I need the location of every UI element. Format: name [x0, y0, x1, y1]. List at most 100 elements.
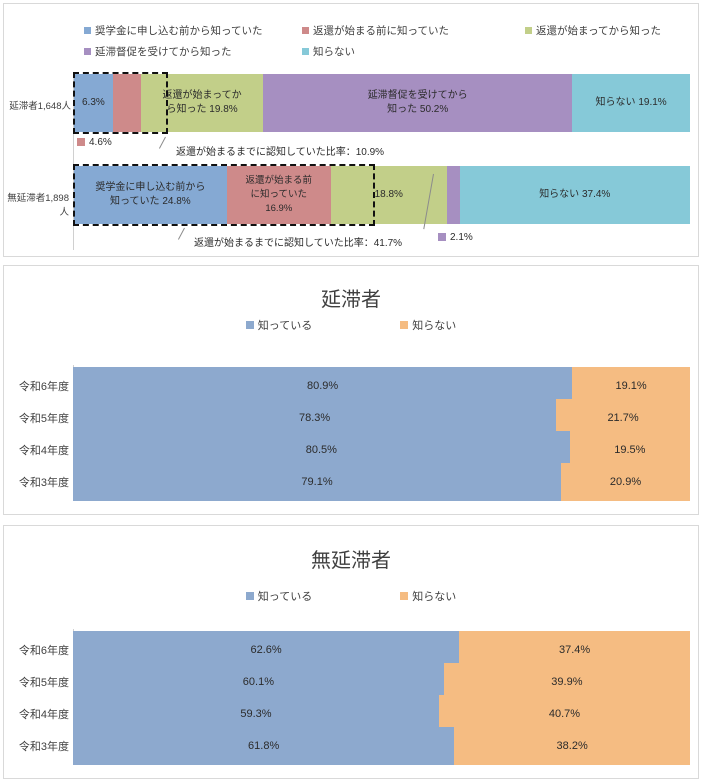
bar-segment-unknown[interactable]: 20.9% [561, 463, 690, 501]
legend-row-2: 延滞督促を受けてから知った 知らない [84, 44, 694, 65]
legend-swatch-orange [400, 592, 409, 600]
bar-segment-known[interactable]: 80.9% [73, 367, 573, 405]
chart-title-muenntai: 無延滞者 [311, 550, 391, 572]
legend-item-unknown[interactable]: 知らない [400, 588, 456, 604]
bar-segment-known[interactable]: 80.5% [73, 431, 570, 469]
legend-item-known[interactable]: 知っている [245, 588, 313, 604]
callout-ratio-enntai: 返還が始まるまでに認知していた比率：10.9% [176, 147, 385, 158]
bar-segment-known[interactable]: 61.8% [73, 727, 455, 765]
legend-label: 知らない [313, 46, 355, 58]
legend-label: 返還が始まってから知った [536, 25, 662, 37]
legend-item-before-repayment[interactable]: 返還が始まる前に知っていた [302, 23, 525, 38]
muenntai-chart-panel: 無延滞者 知っている 知らない 62.6% 37.4% 60.1% 39.9% … [3, 525, 699, 779]
bar-segment-known[interactable]: 60.1% [73, 663, 444, 701]
legend-enntai: 知っている 知らない [4, 317, 698, 333]
callout-swatch-purple [438, 233, 446, 241]
bar-segment-unknown[interactable]: 19.1% [572, 367, 690, 405]
bar-segment-known[interactable]: 59.3% [73, 695, 439, 733]
legend-item-unknown[interactable]: 知らない [400, 317, 456, 333]
stacked-bar-enntai: 6.3% 返還が始まってか ら知った 19.8% 延滞督促を受けてから 知った … [74, 74, 690, 132]
bar-value-label: 59.3% [240, 708, 272, 720]
callout-purple-small: 2.1% [438, 232, 473, 243]
bar-row: 80.9% 19.1% [73, 367, 690, 405]
bar-value-label: 19.5% [614, 444, 646, 456]
legend-label: 知っている [257, 591, 313, 603]
awareness-chart-panel: 奨学金に申し込む前から知っていた 返還が始まる前に知っていた 返還が始まってから… [3, 3, 699, 257]
legend-item-known[interactable]: 知っている [245, 317, 312, 333]
legend-item-after-reminder[interactable]: 延滞督促を受けてから知った [84, 44, 302, 59]
legend-swatch-blue [84, 27, 91, 34]
legend-swatch-red [302, 27, 309, 34]
segment-unknown[interactable]: 知らない 19.1% [572, 74, 690, 132]
bar-row: 62.6% 37.4% [73, 631, 690, 669]
bar-value-label: 79.1% [301, 476, 333, 488]
bar-segment-unknown[interactable]: 39.9% [443, 663, 690, 701]
bar-value-label: 37.4% [559, 644, 591, 656]
bar-value-label: 78.3% [298, 412, 331, 424]
segment-before-repayment[interactable] [112, 74, 142, 132]
segment-before-application[interactable]: 6.3% [74, 74, 113, 132]
segment-after-repayment[interactable]: 18.8% [330, 166, 447, 224]
legend-label: 返還が始まる前に知っていた [313, 25, 449, 37]
segment-label: 6.3% [82, 96, 105, 108]
legend-item-unknown[interactable]: 知らない [302, 44, 462, 59]
segment-before-repayment[interactable]: 返還が始まる前 に知っていた 16.9% [226, 166, 331, 224]
segment-label: 知らない 19.1% [595, 96, 667, 108]
bar-row: 59.3% 40.7% [73, 695, 690, 733]
bar-value-label: 19.1% [615, 380, 647, 392]
y-axis-line [73, 72, 74, 250]
bar-value-label: 39.9% [551, 676, 583, 688]
legend-swatch-orange [400, 321, 409, 329]
bar-segment-known[interactable]: 78.3% [73, 399, 557, 437]
bar-row: 60.1% 39.9% [73, 663, 690, 701]
stacked-bar-muenntai: 奨学金に申し込む前から 知っていた 24.8% 返還が始まる前 に知っていた 1… [74, 166, 690, 224]
legend-label: 知らない [412, 591, 457, 603]
bar-row: 61.8% 38.2% [73, 727, 690, 765]
segment-after-reminder[interactable] [446, 166, 460, 224]
chart-title-enntai: 延滞者 [321, 289, 381, 311]
enntai-chart-panel: 延滞者 知っている 知らない 80.9% 19.1% 78.3% 21.7% 8… [3, 265, 699, 515]
callout-value: 2.1% [450, 232, 473, 243]
legend-swatch-green [525, 27, 532, 34]
callout-swatch-red [77, 138, 85, 146]
bar-segment-unknown[interactable]: 19.5% [569, 431, 690, 469]
legend-awareness: 奨学金に申し込む前から知っていた 返還が始まる前に知っていた 返還が始まってから… [84, 23, 694, 65]
axis-label-r4: 令和4年度 [18, 709, 69, 721]
segment-label: 知らない 37.4% [539, 188, 611, 200]
awareness-plot-area: 6.3% 返還が始まってか ら知った 19.8% 延滞督促を受けてから 知った … [73, 72, 690, 250]
axis-label-enntai: 延滞者1,648人 [9, 101, 71, 112]
bar-row: 80.5% 19.5% [73, 431, 690, 469]
segment-after-repayment[interactable]: 返還が始まってか ら知った 19.8% [141, 74, 264, 132]
bar-value-label: 62.6% [250, 644, 282, 656]
bar-segment-unknown[interactable]: 38.2% [454, 727, 690, 765]
bar-segment-known[interactable]: 79.1% [73, 463, 562, 501]
legend-item-before-application[interactable]: 奨学金に申し込む前から知っていた [84, 23, 302, 38]
muenntai-plot-area: 62.6% 37.4% 60.1% 39.9% 59.3% 40.7% 61.8… [73, 629, 690, 765]
segment-after-reminder[interactable]: 延滞督促を受けてから 知った 50.2% [263, 74, 573, 132]
segment-before-application[interactable]: 奨学金に申し込む前から 知っていた 24.8% [74, 166, 227, 224]
segment-label: 奨学金に申し込む前から 知っていた 24.8% [95, 181, 206, 208]
legend-label: 知らない [412, 320, 457, 332]
legend-item-after-repayment[interactable]: 返還が始まってから知った [525, 23, 685, 38]
callout-ratio-muenntai: 返還が始まるまでに認知していた比率：41.7% [194, 238, 403, 249]
legend-swatch-blue [245, 592, 254, 600]
bar-value-label: 21.7% [607, 412, 639, 424]
legend-label: 奨学金に申し込む前から知っていた [95, 25, 263, 37]
axis-label-r4: 令和4年度 [18, 445, 69, 457]
segment-label: 延滞督促を受けてから 知った 50.2% [367, 89, 468, 116]
legend-swatch-cyan [302, 48, 309, 55]
legend-muenntai: 知っている 知らない [4, 588, 698, 604]
bar-value-label: 60.1% [242, 676, 274, 688]
bar-value-label: 40.7% [548, 708, 581, 720]
bar-segment-unknown[interactable]: 21.7% [556, 399, 690, 437]
segment-label: 返還が始まる前 に知っていた 16.9% [245, 175, 313, 214]
axis-label-r5: 令和5年度 [18, 413, 69, 425]
segment-unknown[interactable]: 知らない 37.4% [459, 166, 690, 224]
bar-segment-known[interactable]: 62.6% [73, 631, 460, 669]
axis-label-r6: 令和6年度 [18, 381, 69, 393]
bar-segment-unknown[interactable]: 37.4% [459, 631, 690, 669]
axis-label-r3: 令和3年度 [18, 477, 69, 489]
bar-segment-unknown[interactable]: 40.7% [438, 695, 690, 733]
bar-value-label: 38.2% [556, 740, 588, 752]
bar-value-label: 20.9% [609, 476, 642, 488]
